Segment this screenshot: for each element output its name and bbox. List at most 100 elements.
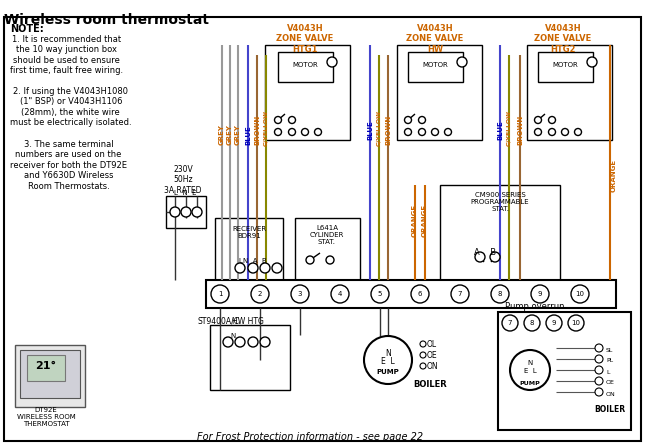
Circle shape: [451, 285, 469, 303]
Text: ON: ON: [427, 362, 439, 371]
Circle shape: [595, 377, 603, 385]
Text: 2: 2: [258, 291, 262, 297]
Text: DT92E
WIRELESS ROOM
THERMOSTAT: DT92E WIRELESS ROOM THERMOSTAT: [17, 407, 75, 427]
Circle shape: [272, 263, 282, 273]
Text: NOTE:: NOTE:: [10, 24, 44, 34]
Circle shape: [502, 315, 518, 331]
Circle shape: [491, 285, 509, 303]
Bar: [440, 185, 560, 285]
Text: A    B: A B: [474, 248, 496, 257]
Circle shape: [548, 128, 555, 135]
Text: RECEIVER
BDR91: RECEIVER BDR91: [232, 226, 266, 239]
Circle shape: [301, 128, 308, 135]
Bar: [408, 52, 463, 82]
Circle shape: [562, 128, 568, 135]
Bar: [210, 325, 290, 390]
Circle shape: [275, 117, 281, 123]
Circle shape: [587, 57, 597, 67]
Circle shape: [327, 57, 337, 67]
Text: 7: 7: [458, 291, 462, 297]
Bar: [166, 196, 206, 228]
Circle shape: [192, 207, 202, 217]
Bar: [295, 218, 360, 286]
Text: BROWN: BROWN: [517, 115, 523, 145]
Text: 5: 5: [378, 291, 382, 297]
Text: CM900 SERIES
PROGRAMMABLE
STAT.: CM900 SERIES PROGRAMMABLE STAT.: [471, 192, 530, 212]
Text: E  L: E L: [524, 368, 537, 374]
Text: ON: ON: [606, 392, 616, 396]
Bar: [527, 45, 612, 140]
Text: 8: 8: [530, 320, 534, 326]
Circle shape: [568, 315, 584, 331]
Circle shape: [326, 256, 334, 264]
Text: GREY: GREY: [235, 125, 241, 145]
Circle shape: [419, 128, 426, 135]
Circle shape: [235, 337, 245, 347]
Text: V4043H
ZONE VALVE
HW: V4043H ZONE VALVE HW: [406, 24, 464, 54]
Circle shape: [457, 57, 467, 67]
Text: BOILER: BOILER: [413, 380, 447, 389]
Bar: [538, 52, 593, 82]
Circle shape: [510, 350, 550, 390]
Circle shape: [288, 117, 295, 123]
Text: MOTOR: MOTOR: [552, 62, 578, 68]
Circle shape: [475, 252, 485, 262]
Circle shape: [595, 344, 603, 352]
Circle shape: [535, 117, 542, 123]
Circle shape: [548, 117, 555, 123]
Bar: [397, 45, 482, 140]
Circle shape: [571, 285, 589, 303]
Bar: [27, 355, 65, 381]
Text: 4: 4: [338, 291, 342, 297]
Text: N: N: [230, 333, 235, 339]
Circle shape: [315, 128, 321, 135]
Circle shape: [371, 285, 389, 303]
Text: GREY: GREY: [227, 125, 233, 145]
Circle shape: [404, 128, 412, 135]
Text: For Frost Protection information - see page 22: For Frost Protection information - see p…: [197, 432, 423, 442]
Circle shape: [490, 252, 500, 262]
Circle shape: [595, 388, 603, 396]
Circle shape: [248, 337, 258, 347]
Text: G/YELLOW: G/YELLOW: [377, 110, 381, 146]
Text: 2. If using the V4043H1080
(1" BSP) or V4043H1106
(28mm), the white wire
must be: 2. If using the V4043H1080 (1" BSP) or V…: [10, 87, 132, 127]
Text: SL: SL: [606, 347, 613, 353]
Text: MOTOR: MOTOR: [422, 62, 448, 68]
Text: 7: 7: [508, 320, 512, 326]
Text: 6: 6: [418, 291, 422, 297]
Text: BROWN: BROWN: [254, 115, 260, 145]
Text: ORANGE: ORANGE: [412, 203, 418, 236]
Text: L: L: [606, 370, 610, 375]
Text: Wireless room thermostat: Wireless room thermostat: [4, 13, 209, 27]
Text: BOILER: BOILER: [595, 405, 626, 414]
Text: PUMP: PUMP: [377, 369, 399, 375]
Text: BROWN: BROWN: [385, 115, 391, 145]
Circle shape: [404, 117, 412, 123]
Text: L641A
CYLINDER
STAT.: L641A CYLINDER STAT.: [310, 225, 344, 245]
Circle shape: [306, 256, 314, 264]
Text: 21°: 21°: [35, 361, 57, 371]
Text: OE: OE: [606, 380, 615, 385]
Circle shape: [420, 352, 426, 358]
Circle shape: [223, 337, 233, 347]
Circle shape: [260, 263, 270, 273]
Circle shape: [444, 128, 452, 135]
Text: 3. The same terminal
numbers are used on the
receiver for both the DT92E
and Y66: 3. The same terminal numbers are used on…: [10, 140, 127, 190]
Text: 1: 1: [218, 291, 223, 297]
Text: MOTOR: MOTOR: [292, 62, 318, 68]
Circle shape: [211, 285, 229, 303]
Text: 230V
50Hz
3A RATED: 230V 50Hz 3A RATED: [164, 165, 202, 195]
Circle shape: [531, 285, 549, 303]
Circle shape: [364, 336, 412, 384]
Circle shape: [419, 117, 426, 123]
Text: OL: OL: [427, 340, 437, 349]
Circle shape: [595, 366, 603, 374]
Circle shape: [251, 285, 269, 303]
Text: N: N: [385, 349, 391, 358]
Bar: [206, 280, 616, 308]
Bar: [498, 312, 631, 430]
Text: G/YELLOW: G/YELLOW: [264, 110, 268, 146]
Circle shape: [595, 355, 603, 363]
Circle shape: [260, 337, 270, 347]
Circle shape: [575, 128, 582, 135]
